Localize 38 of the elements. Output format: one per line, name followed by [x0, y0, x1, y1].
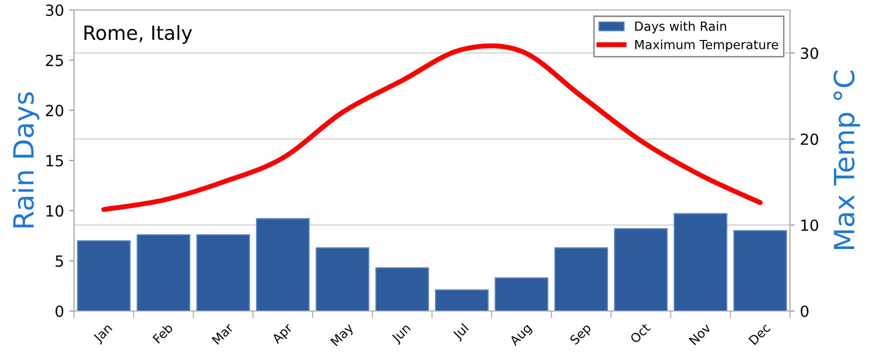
- y2-tick-label: 30: [800, 47, 818, 60]
- x-tick-label: Dec: [748, 322, 771, 346]
- y-tick-label: 30: [46, 4, 64, 16]
- y-tick-label: 10: [46, 205, 64, 217]
- y-tick-label: 5: [56, 256, 63, 267]
- x-tick-label: Nov: [688, 322, 712, 346]
- y2-tick-label: 0: [800, 305, 808, 318]
- bar: [256, 218, 310, 311]
- x-tick-label: Jul: [452, 322, 471, 342]
- legend-label: Maximum Temperature: [635, 40, 778, 52]
- bar: [316, 247, 370, 311]
- x-tick-label: Mar: [212, 322, 234, 345]
- bar: [614, 228, 668, 311]
- y-tick-label: 20: [46, 104, 64, 116]
- bar: [77, 240, 131, 311]
- bar: [674, 213, 728, 311]
- x-tick-label: Jan: [92, 323, 114, 345]
- bar: [733, 230, 787, 311]
- x-tick-label: Oct: [630, 322, 651, 344]
- bar: [554, 247, 608, 311]
- x-tick-label: Sep: [569, 322, 594, 347]
- bar: [375, 267, 429, 311]
- bar: [136, 234, 190, 311]
- x-tick-label: Jun: [390, 323, 413, 345]
- bar: [196, 234, 250, 311]
- y-tick-label: 0: [56, 305, 64, 318]
- y-tick-label: 15: [46, 155, 63, 167]
- bar: [435, 289, 489, 311]
- bar: [494, 277, 548, 311]
- x-tick-label: Apr: [271, 322, 295, 346]
- x-tick-label: Feb: [152, 322, 174, 344]
- y2-axis-title: Max Temp °C: [834, 70, 860, 249]
- legend-label: Days with Rain: [635, 21, 726, 34]
- y2-tick-label: 10: [801, 219, 818, 232]
- y2-tick-label: 20: [800, 133, 818, 146]
- y-tick-label: 25: [46, 54, 63, 66]
- y-axis-title: Rain Days: [12, 92, 40, 228]
- text: Rome, Italy: [84, 25, 192, 44]
